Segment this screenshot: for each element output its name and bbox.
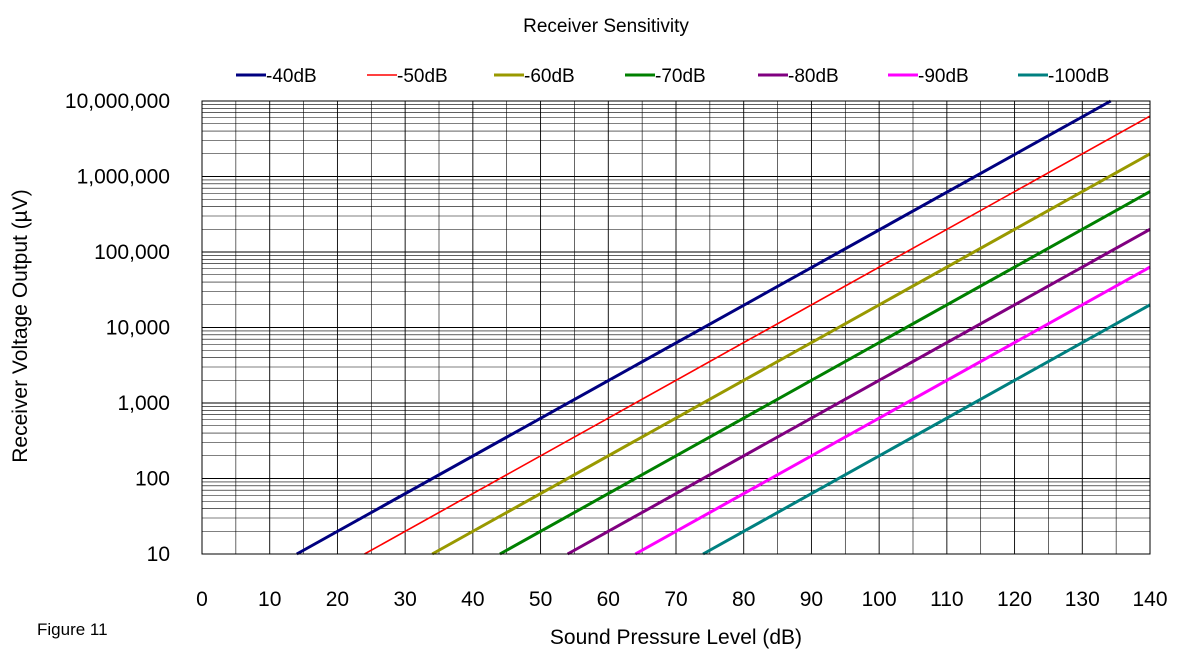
y-tick-label: 100,000 [94, 241, 170, 264]
x-tick-label: 100 [862, 588, 897, 611]
x-tick-label: 110 [930, 588, 963, 611]
legend-label: -60dB [524, 66, 575, 87]
x-tick-label: 20 [326, 588, 349, 611]
legend-label: -100dB [1048, 66, 1109, 87]
series-lines [296, 99, 1151, 556]
series-line-minus-70dB [499, 190, 1151, 556]
x-tick-label: 70 [664, 588, 687, 611]
y-tick-labels: 10 100 1,000 10,000 100,000 1,000,000 10,000,0… [65, 90, 170, 566]
major-gridlines [202, 101, 1150, 555]
legend-label: -70dB [655, 66, 706, 87]
legend-label: -50dB [397, 66, 448, 87]
plot-frame [201, 100, 1151, 555]
series-line-minus-40dB [296, 99, 1112, 556]
y-axis-label: Receiver Voltage Output (µV) [9, 189, 32, 463]
y-tick-label: 1,000 [117, 392, 170, 415]
legend-label: -40dB [266, 66, 317, 87]
y-tick-label: 100 [135, 468, 170, 491]
x-tick-label: 40 [461, 588, 484, 611]
chart-title: Receiver Sensitivity [523, 16, 689, 37]
x-tick-label: 60 [597, 588, 620, 611]
y-tick-label: 10,000,000 [65, 90, 170, 113]
series-line-minus-100dB [702, 303, 1151, 556]
series-line-minus-90dB [634, 265, 1151, 556]
y-tick-label: 10,000 [106, 317, 170, 340]
x-tick-label: 90 [800, 588, 823, 611]
x-tick-label: 50 [529, 588, 552, 611]
figure-label: Figure 11 [37, 620, 108, 639]
series-line-minus-80dB [566, 228, 1151, 556]
x-tick-label: 140 [1132, 588, 1167, 611]
x-tick-label: 130 [1065, 588, 1100, 611]
x-tick-label: 30 [393, 588, 416, 611]
series-line-minus-50dB [364, 115, 1151, 555]
legend-label: -80dB [788, 66, 839, 87]
x-tick-label: 120 [997, 588, 1032, 611]
series-line-minus-60dB [431, 152, 1151, 556]
x-tick-label: 0 [196, 588, 208, 611]
y-tick-label: 10 [147, 543, 170, 566]
x-tick-label: 80 [732, 588, 755, 611]
legend: -40dB -50dB -60dB -70dB -80dB -90dB -100dB [236, 66, 1109, 87]
x-tick-labels: 0 10 20 30 40 50 60 70 80 90 100 110 120 130 140 [196, 588, 1167, 611]
legend-label: -90dB [918, 66, 969, 87]
y-tick-label: 1,000,000 [77, 166, 170, 189]
x-axis-label: Sound Pressure Level (dB) [550, 626, 802, 649]
x-tick-label: 10 [258, 588, 281, 611]
